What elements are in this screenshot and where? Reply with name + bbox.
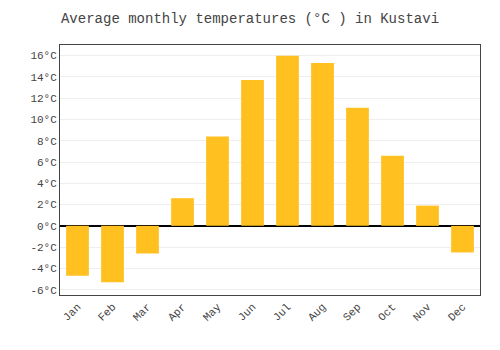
svg-text:0°C: 0°C: [37, 221, 57, 233]
svg-text:-2°C: -2°C: [30, 242, 57, 254]
svg-text:10°C: 10°C: [30, 114, 57, 126]
svg-text:14°C: 14°C: [30, 72, 57, 84]
svg-text:May: May: [201, 301, 224, 324]
svg-text:12°C: 12°C: [30, 93, 57, 105]
svg-text:6°C: 6°C: [37, 157, 57, 169]
svg-text:Jun: Jun: [236, 301, 258, 323]
svg-text:Nov: Nov: [411, 301, 434, 324]
svg-text:Jul: Jul: [271, 301, 293, 323]
svg-text:8°C: 8°C: [37, 136, 57, 148]
svg-text:-4°C: -4°C: [30, 263, 57, 275]
svg-text:4°C: 4°C: [37, 178, 57, 190]
svg-text:Jan: Jan: [61, 301, 83, 323]
svg-text:Feb: Feb: [96, 301, 118, 323]
svg-text:2°C: 2°C: [37, 199, 57, 211]
svg-text:Aug: Aug: [306, 301, 328, 323]
svg-text:Average monthly temperatures (: Average monthly temperatures (°C ) in Ku…: [61, 11, 439, 27]
svg-text:Sep: Sep: [341, 301, 363, 323]
svg-text:Oct: Oct: [376, 301, 398, 323]
svg-text:Apr: Apr: [166, 301, 188, 323]
svg-text:Dec: Dec: [446, 301, 468, 323]
svg-text:Mar: Mar: [131, 301, 153, 323]
svg-text:16°C: 16°C: [30, 50, 57, 62]
svg-text:-6°C: -6°C: [30, 285, 57, 297]
